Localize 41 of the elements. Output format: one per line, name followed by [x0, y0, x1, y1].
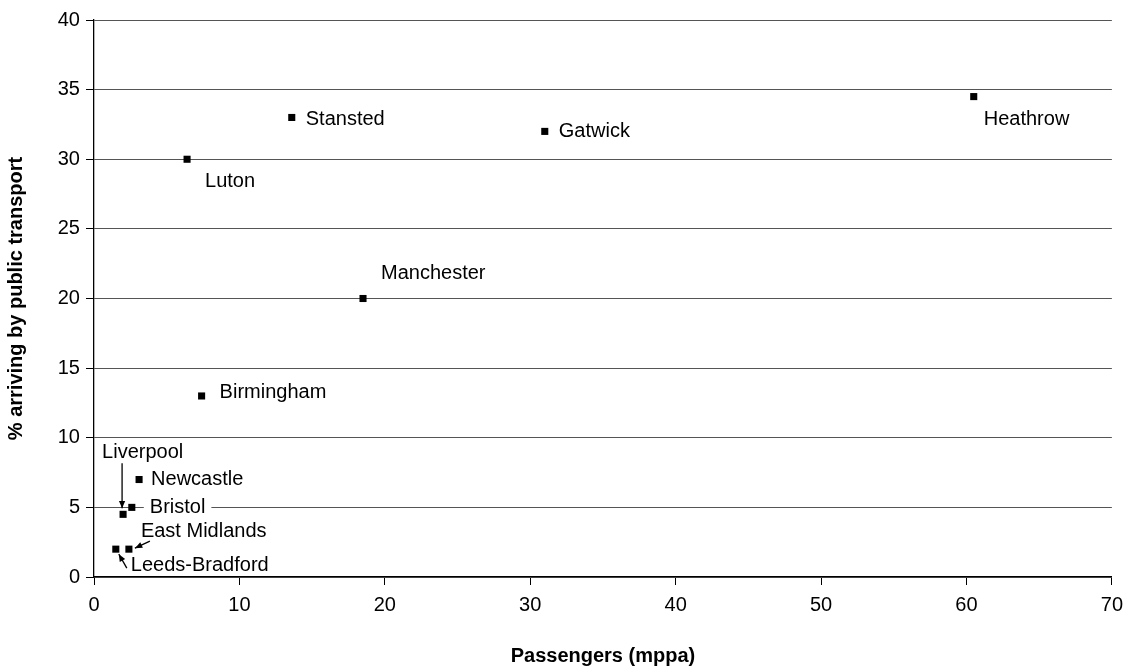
y-tick-label: 30 — [57, 146, 80, 169]
y-tick-label: 25 — [57, 216, 80, 239]
annotation: Gatwick — [558, 118, 631, 141]
x-tick-label: 70 — [1100, 592, 1123, 615]
y-axis-title: % arriving by public transport — [3, 156, 26, 441]
annotation: Bristol — [149, 494, 206, 517]
x-tick-label: 30 — [519, 592, 542, 615]
point — [135, 475, 143, 484]
y-tick-label: 40 — [57, 7, 80, 30]
annotation: Leeds-Bradford — [130, 552, 269, 575]
y-tick-label: 20 — [57, 286, 80, 309]
annotation: Birmingham — [219, 380, 327, 403]
point — [112, 545, 120, 553]
annotation: Heathrow — [983, 107, 1070, 130]
annotation: Newcastle — [151, 467, 244, 490]
y-tick-label: 15 — [57, 355, 80, 378]
x-tick-label: 40 — [664, 592, 687, 615]
annotation: Manchester — [381, 261, 486, 284]
point — [128, 503, 136, 511]
point — [119, 510, 127, 518]
annotation: East Midlands — [140, 518, 267, 541]
x-tick-label: 20 — [373, 592, 396, 615]
x-tick-label: 10 — [228, 592, 251, 615]
y-tick-label: 35 — [57, 77, 80, 100]
x-tick-label: 60 — [955, 592, 978, 615]
point — [288, 113, 296, 122]
annotation: Liverpool — [102, 439, 184, 462]
x-axis-title: Passengers (mppa) — [510, 643, 696, 666]
point — [198, 392, 206, 400]
y-tick-label: 0 — [68, 564, 80, 587]
point — [183, 155, 191, 163]
x-tick-label: 50 — [809, 592, 833, 615]
x-tick-label: 0 — [88, 592, 100, 615]
point — [359, 294, 367, 303]
annotation: Stansted — [305, 106, 385, 129]
y-tick-label: 10 — [57, 425, 80, 448]
point — [125, 545, 133, 553]
point — [970, 93, 978, 101]
annotation: Luton — [205, 168, 256, 191]
y-tick-label: 5 — [68, 494, 80, 517]
point — [541, 127, 549, 135]
